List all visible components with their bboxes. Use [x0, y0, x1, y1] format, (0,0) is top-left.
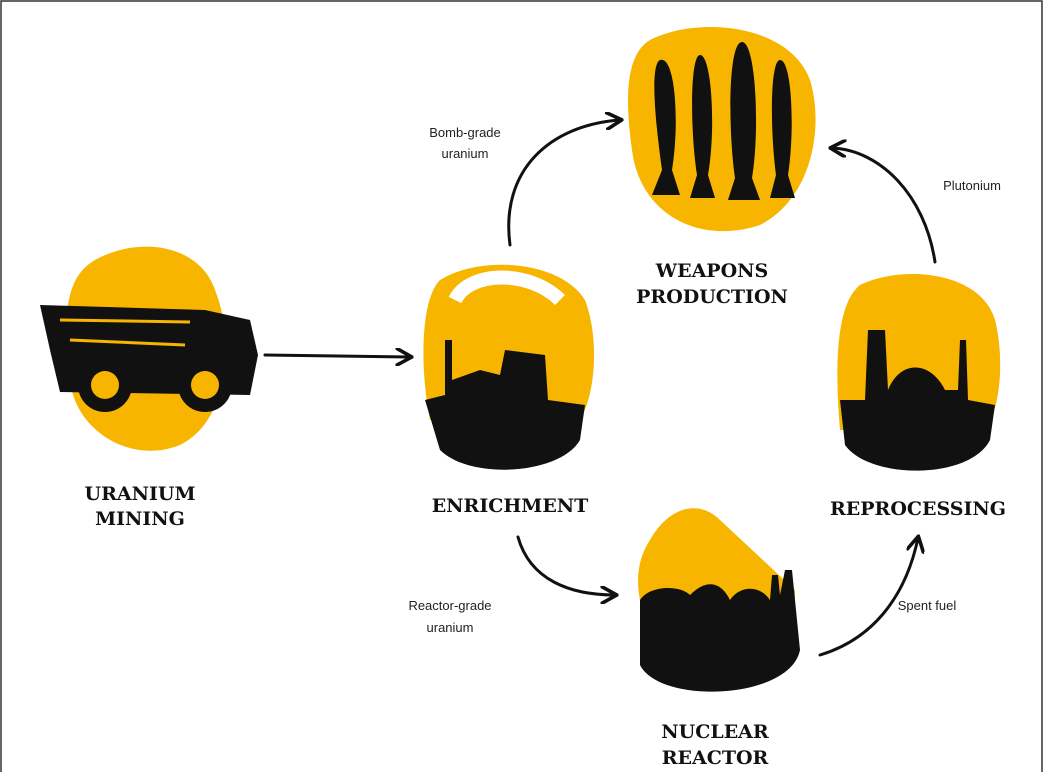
- edge-label: uranium: [442, 146, 489, 161]
- reprocessing-illustration: [837, 274, 1000, 471]
- edge-label: Bomb-grade: [429, 125, 501, 140]
- arrow: [509, 120, 620, 245]
- node-label: WEAPONS: [655, 260, 769, 282]
- enrichment-illustration: [423, 265, 594, 470]
- edge-label: Plutonium: [943, 178, 1001, 193]
- node-label: URANIUM: [85, 483, 196, 505]
- edge-label: uranium: [427, 620, 474, 635]
- edge-label: Spent fuel: [898, 598, 957, 613]
- diagram: URANIUM MINING ENRICHMENT WEAPONS PRODUC…: [0, 0, 1043, 772]
- weapons-illustration: [628, 27, 816, 231]
- node-label: PRODUCTION: [636, 286, 788, 308]
- reactor-illustration: [638, 508, 800, 691]
- mining-illustration: [40, 247, 258, 451]
- edge-label: Reactor-grade: [408, 598, 491, 613]
- arrow: [832, 148, 935, 262]
- arrow: [518, 537, 615, 595]
- node-label: ENRICHMENT: [432, 495, 589, 517]
- node-label: MINING: [95, 508, 185, 530]
- arrow: [265, 355, 410, 357]
- node-label: REACTOR: [662, 747, 769, 769]
- node-label: NUCLEAR: [661, 721, 769, 743]
- node-label: REPROCESSING: [830, 498, 1006, 520]
- arrow: [820, 538, 918, 655]
